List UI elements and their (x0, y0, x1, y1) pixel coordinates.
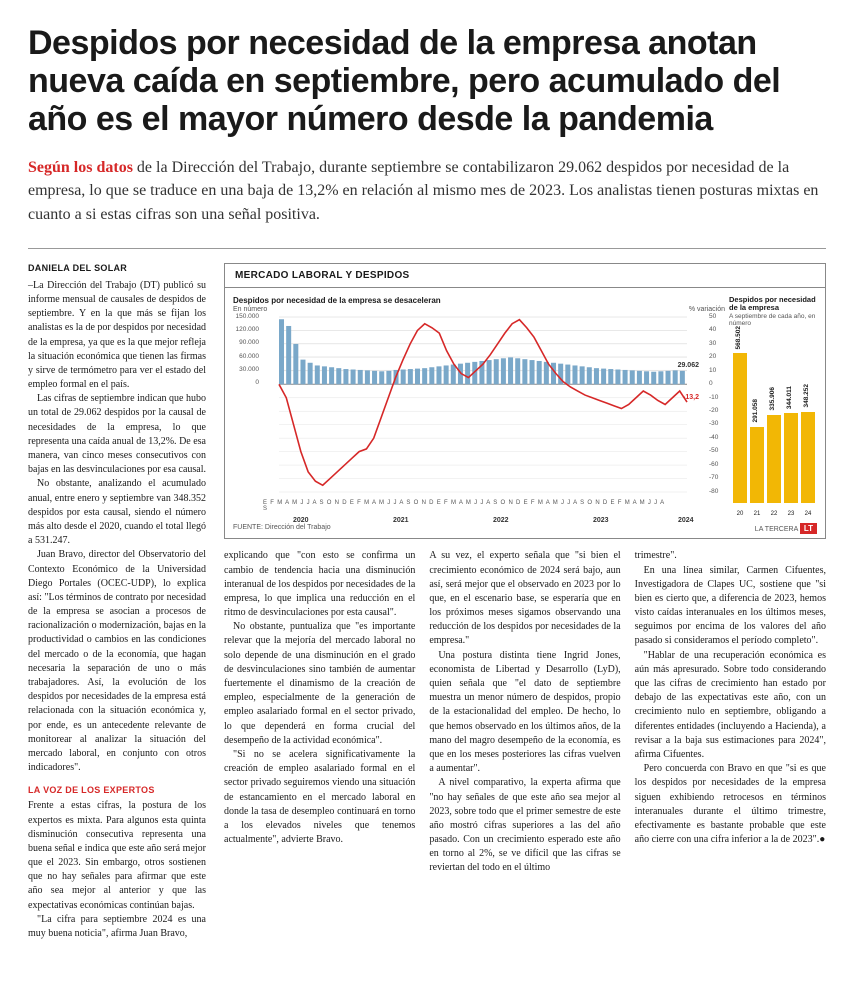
headline: Despidos por necesidad de la empresa ano… (28, 24, 826, 138)
chart-main-title: Despidos por necesidad de la empresa se … (233, 296, 725, 305)
chart-source: FUENTE: Dirección del Trabajo (233, 524, 331, 533)
body-paragraph: Juan Bravo, director del Observatorio de… (28, 548, 206, 775)
body-paragraph: "Hablar de una recuperación económica es… (635, 649, 826, 763)
body-paragraph: No obstante, analizando el acumulado anu… (28, 477, 206, 548)
article-lead: Según los datos de la Dirección del Trab… (28, 156, 826, 226)
lower-column: A su vez, el experto señala que "si bien… (429, 549, 620, 875)
left-column-text-2: Frente a estas cifras, la postura de los… (28, 799, 206, 941)
lt-badge-icon: LT (800, 523, 817, 534)
body-paragraph: –La Dirección del Trabajo (DT) publicó s… (28, 279, 206, 393)
body-paragraph: Una postura distinta tiene Ingrid Jones,… (429, 649, 620, 777)
body-paragraph: Pero concuerda con Bravo en que "si es q… (635, 762, 826, 847)
body-paragraph: "La cifra para septiembre 2024 es una mu… (28, 913, 206, 941)
body-paragraph: A nivel comparativo, la experta afirma q… (429, 776, 620, 875)
divider (28, 248, 826, 249)
body-paragraph: Frente a estas cifras, la postura de los… (28, 799, 206, 913)
lead-kicker: Según los datos (28, 159, 133, 176)
lower-column: trimestre".En una línea similar, Carmen … (635, 549, 826, 875)
chart-brand: LA TERCERA (755, 526, 798, 533)
main-chart: 150.000120.00090.00060.00030.00005040302… (233, 315, 725, 510)
body-paragraph: Las cifras de septiembre indican que hub… (28, 392, 206, 477)
lower-column: explicando que "con esto se confirma un … (224, 549, 415, 875)
chart-panel: MERCADO LABORAL Y DESPIDOS Despidos por … (224, 263, 826, 540)
subhead-experts: LA VOZ DE LOS EXPERTOS (28, 785, 206, 795)
body-paragraph: trimestre". (635, 549, 826, 563)
lead-text: de la Dirección del Trabajo, durante sep… (28, 159, 818, 222)
body-paragraph: "Si no se acelera significativamente la … (224, 748, 415, 847)
chart-right-label: % variación (689, 306, 725, 313)
chart-panel-title: MERCADO LABORAL Y DESPIDOS (225, 264, 825, 288)
body-paragraph: No obstante, puntualiza que "es importan… (224, 620, 415, 748)
side-chart-title: Despidos por necesidad de la empresa (729, 296, 819, 313)
left-column-text: –La Dirección del Trabajo (DT) publicó s… (28, 279, 206, 776)
side-bar-chart: 20568.50221291.05822335.90623344.0112434… (729, 347, 819, 517)
body-paragraph: A su vez, el experto señala que "si bien… (429, 549, 620, 648)
byline: DANIELA DEL SOLAR (28, 263, 206, 273)
body-paragraph: explicando que "con esto se confirma un … (224, 549, 415, 620)
body-paragraph: En una línea similar, Carmen Cifuentes, … (635, 564, 826, 649)
side-chart-sub: A septiembre de cada año, en número (729, 313, 819, 327)
lower-columns: explicando que "con esto se confirma un … (224, 549, 826, 875)
chart-sub: En número (233, 306, 267, 313)
